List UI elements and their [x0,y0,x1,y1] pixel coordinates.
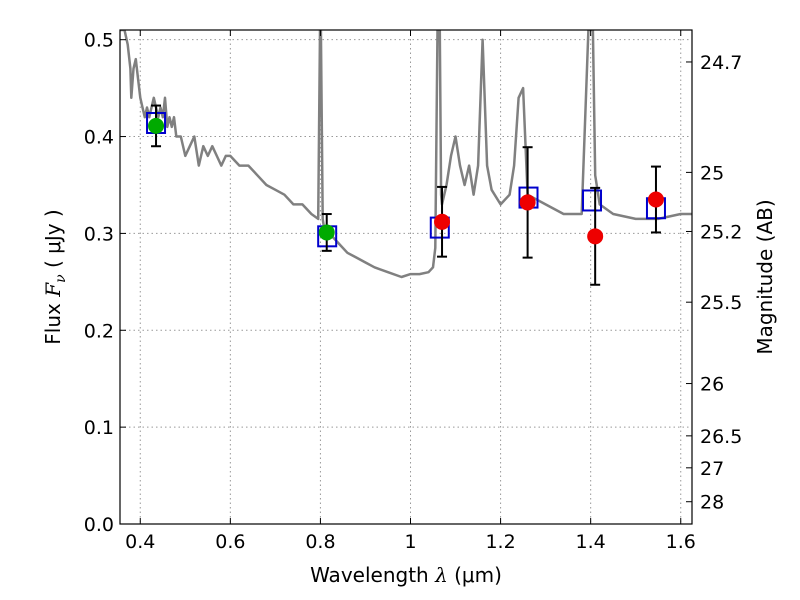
x-tick-label: 1.4 [576,531,606,553]
y-axis-label: Flux Fν ( μJy ) [41,209,69,344]
y2-tick-label: 26.5 [700,426,742,448]
y2-tick-label: 25.5 [700,292,742,314]
y2-tick-label: 26 [700,374,724,396]
y-tick-label: 0.2 [84,320,114,342]
x-tick-label: 1 [404,531,416,553]
observed-point [647,191,664,208]
y-tick-label: 0.3 [84,223,114,245]
x-axis-label: Wavelength λ (μm) [310,563,502,587]
y-tick-label: 0.5 [84,30,114,52]
plot-frame [119,29,693,525]
y2-tick-label: 25 [700,162,724,184]
x-tick-label: 1.2 [485,531,515,553]
y2-tick-label: 25.2 [700,221,742,243]
y2-tick-label: 28 [700,492,724,514]
observed-point [587,228,604,245]
x-tick-label: 0.8 [305,531,335,553]
y2-axis-label: Magnitude (AB) [753,199,777,354]
observed-point [148,117,165,134]
y2-tick-label: 27 [700,458,724,480]
x-tick-label: 0.4 [125,531,155,553]
x-tick-label: 0.6 [215,531,245,553]
y2-tick-label: 24.7 [700,52,742,74]
plot-background [120,30,692,524]
model-photometry-square [582,189,603,212]
y-tick-label: 0.0 [84,514,114,536]
observed-point [434,213,451,230]
observed-point [519,194,536,211]
y-tick-label: 0.4 [84,127,114,149]
x-tick-label: 1.6 [666,531,696,553]
axis-ticks: 0.4 0.6 0.8 1 1.2 1.4 1.6 0.0 0.1 0.2 0.3 0.4 0.5 24.… [84,30,743,553]
observed-point [318,224,335,241]
y-tick-label: 0.1 [84,417,114,439]
data-markers [146,104,666,286]
